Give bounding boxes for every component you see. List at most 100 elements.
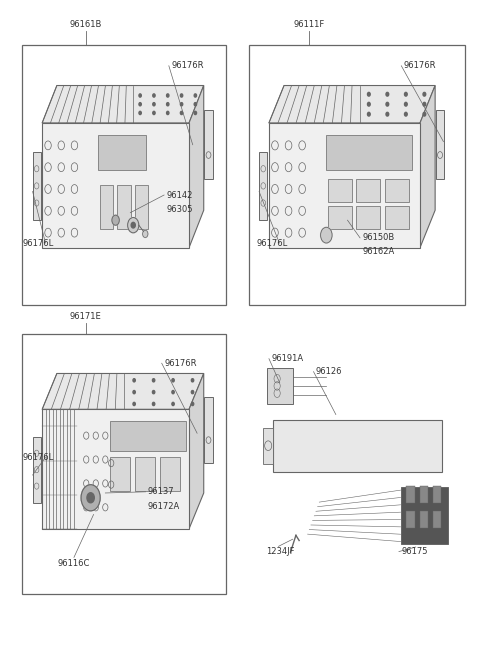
Bar: [384, 206, 409, 229]
Bar: [204, 398, 213, 463]
Circle shape: [405, 102, 407, 106]
Text: 96171E: 96171E: [70, 312, 102, 321]
Circle shape: [172, 402, 174, 405]
Bar: [384, 179, 409, 202]
Bar: [401, 487, 448, 544]
Text: 1234JF: 1234JF: [266, 547, 295, 556]
Circle shape: [423, 113, 426, 116]
Bar: [356, 206, 381, 229]
Bar: [110, 421, 186, 451]
Circle shape: [167, 94, 169, 97]
Polygon shape: [420, 86, 435, 248]
Text: 96137: 96137: [148, 487, 175, 496]
Circle shape: [192, 402, 194, 405]
Circle shape: [192, 379, 194, 382]
Text: 96176R: 96176R: [164, 359, 197, 367]
Circle shape: [133, 390, 135, 394]
Text: 96126: 96126: [316, 367, 342, 376]
Circle shape: [321, 227, 332, 243]
Circle shape: [153, 94, 155, 97]
Circle shape: [128, 217, 139, 233]
Circle shape: [153, 390, 155, 394]
Bar: [204, 111, 213, 179]
Circle shape: [386, 113, 389, 116]
Text: 96161B: 96161B: [70, 20, 102, 29]
Polygon shape: [42, 86, 204, 123]
Bar: [135, 457, 155, 491]
Bar: [135, 185, 148, 229]
Bar: [328, 179, 352, 202]
Circle shape: [87, 493, 94, 503]
Bar: [33, 151, 41, 220]
Polygon shape: [42, 373, 204, 409]
Bar: [22, 45, 226, 305]
Circle shape: [153, 111, 155, 115]
Circle shape: [139, 94, 141, 97]
Polygon shape: [269, 123, 420, 248]
Text: 96176L: 96176L: [257, 238, 288, 248]
Bar: [100, 185, 113, 229]
Circle shape: [112, 215, 119, 225]
Circle shape: [131, 222, 135, 228]
Circle shape: [386, 102, 389, 106]
Circle shape: [153, 103, 155, 106]
Text: 96176R: 96176R: [404, 62, 436, 70]
Bar: [433, 512, 442, 529]
Text: 96175: 96175: [401, 547, 428, 556]
Circle shape: [194, 111, 196, 115]
Bar: [420, 512, 428, 529]
Text: 96191A: 96191A: [271, 354, 303, 363]
Circle shape: [172, 390, 174, 394]
Circle shape: [167, 111, 169, 115]
Text: 96111F: 96111F: [293, 20, 324, 29]
Circle shape: [423, 102, 426, 106]
Polygon shape: [42, 409, 189, 529]
Circle shape: [192, 390, 194, 394]
Bar: [110, 457, 130, 491]
Circle shape: [386, 92, 389, 96]
Circle shape: [133, 379, 135, 382]
Bar: [328, 206, 352, 229]
Circle shape: [194, 103, 196, 106]
Bar: [406, 486, 415, 503]
Text: 96116C: 96116C: [58, 559, 90, 569]
Circle shape: [153, 402, 155, 405]
Text: 96142: 96142: [167, 191, 193, 200]
Bar: [436, 111, 444, 179]
Text: 96176R: 96176R: [171, 62, 204, 70]
Polygon shape: [42, 123, 189, 248]
Bar: [118, 185, 131, 229]
Bar: [433, 486, 442, 503]
Text: 96162A: 96162A: [362, 247, 395, 256]
Circle shape: [180, 94, 183, 97]
Bar: [273, 420, 442, 472]
Text: 96305: 96305: [167, 205, 193, 214]
Circle shape: [139, 103, 141, 106]
Text: 96172A: 96172A: [148, 502, 180, 511]
Circle shape: [143, 231, 148, 238]
Bar: [326, 136, 412, 170]
Text: 96150B: 96150B: [362, 233, 395, 242]
Bar: [420, 486, 428, 503]
Bar: [22, 334, 226, 594]
Polygon shape: [189, 86, 204, 248]
Bar: [259, 151, 267, 220]
Text: 96176L: 96176L: [23, 453, 54, 462]
Circle shape: [172, 379, 174, 382]
Circle shape: [194, 94, 196, 97]
Circle shape: [423, 92, 426, 96]
Polygon shape: [189, 373, 204, 529]
Bar: [98, 136, 146, 170]
Circle shape: [167, 103, 169, 106]
Bar: [267, 367, 293, 404]
Bar: [263, 428, 273, 464]
Circle shape: [368, 92, 370, 96]
Bar: [33, 437, 41, 502]
Polygon shape: [269, 86, 435, 123]
Bar: [406, 512, 415, 529]
Circle shape: [180, 103, 183, 106]
Text: 96176L: 96176L: [23, 238, 54, 248]
Circle shape: [368, 102, 370, 106]
Circle shape: [180, 111, 183, 115]
Circle shape: [81, 485, 100, 511]
